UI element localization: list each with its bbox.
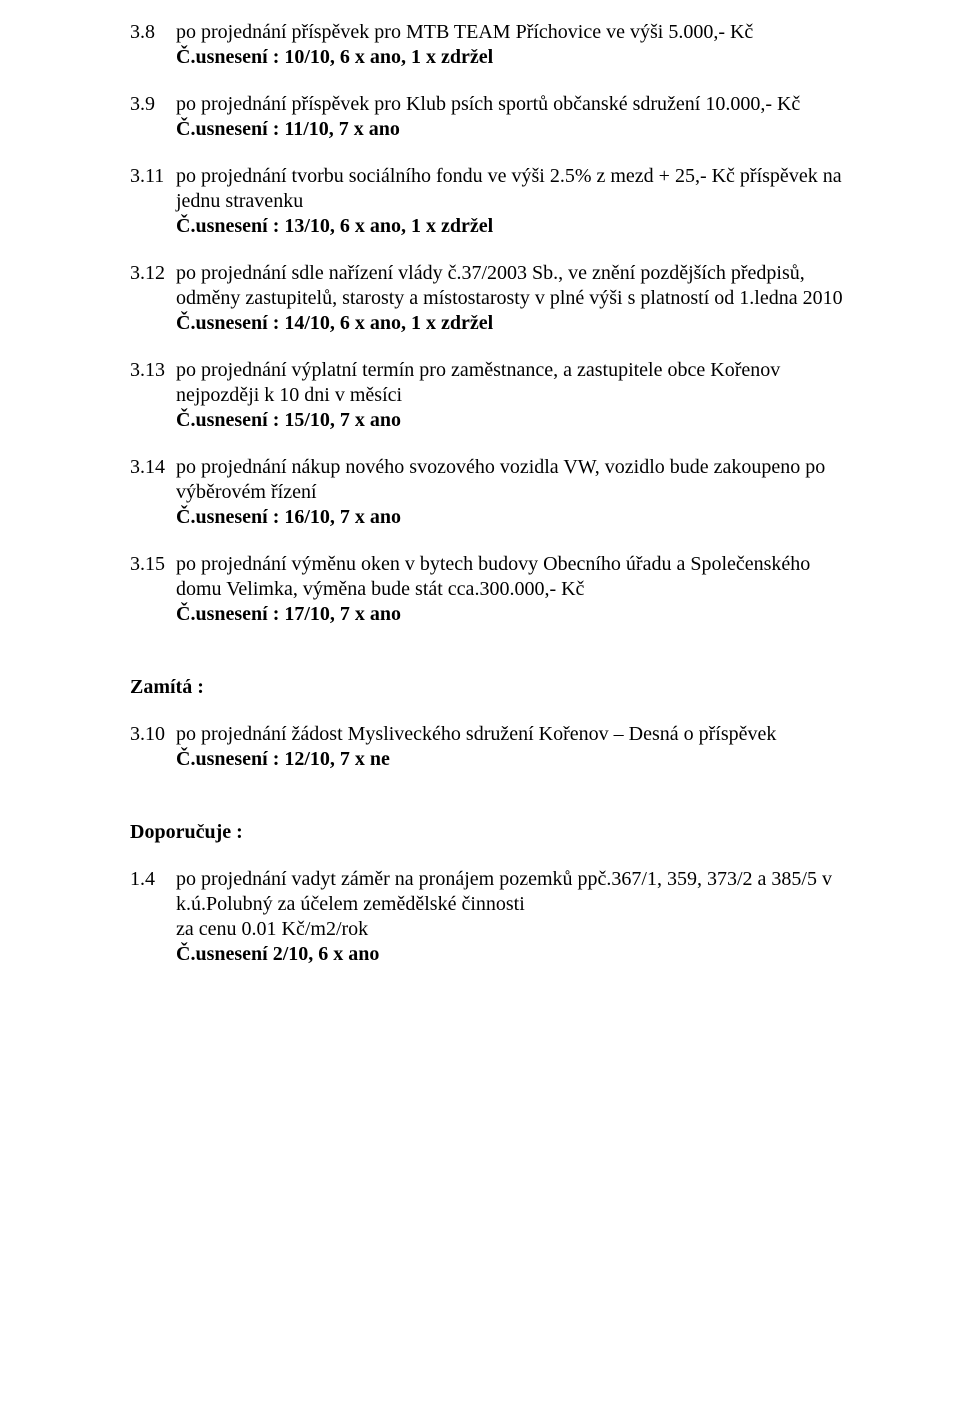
- item-number: 3.15: [130, 552, 176, 627]
- item-body: po projednání žádost Mysliveckého sdruže…: [176, 722, 860, 772]
- list-item: 3.14 po projednání nákup nového svozovéh…: [130, 455, 860, 530]
- list-item: 3.9 po projednání příspěvek pro Klub psí…: [130, 92, 860, 142]
- list-item: 3.10 po projednání žádost Mysliveckého s…: [130, 722, 860, 772]
- list-item: 3.11 po projednání tvorbu sociálního fon…: [130, 164, 860, 239]
- resolution-text: Č.usnesení : 17/10, 7 x ano: [176, 603, 401, 625]
- item-price: za cenu 0.01 Kč/m2/rok: [176, 918, 368, 940]
- item-text: po projednání výplatní termín pro zaměst…: [176, 359, 780, 406]
- item-body: po projednání tvorbu sociálního fondu ve…: [176, 164, 860, 239]
- item-text: po projednání příspěvek pro MTB TEAM Pří…: [176, 21, 753, 43]
- item-text: po projednání žádost Mysliveckého sdruže…: [176, 723, 776, 745]
- item-body: po projednání výměnu oken v bytech budov…: [176, 552, 860, 627]
- resolution-text: Č.usnesení 2/10, 6 x ano: [176, 943, 379, 965]
- section-header-doporucuje: Doporučuje :: [130, 820, 860, 845]
- item-body: po projednání příspěvek pro MTB TEAM Pří…: [176, 20, 860, 70]
- resolution-text: Č.usnesení : 14/10, 6 x ano, 1 x zdržel: [176, 312, 493, 334]
- resolution-text: Č.usnesení : 11/10, 7 x ano: [176, 118, 400, 140]
- list-item: 3.13 po projednání výplatní termín pro z…: [130, 358, 860, 433]
- resolution-text: Č.usnesení : 13/10, 6 x ano, 1 x zdržel: [176, 215, 493, 237]
- item-body: po projednání nákup nového svozového voz…: [176, 455, 860, 530]
- item-text: po projednání nákup nového svozového voz…: [176, 456, 825, 503]
- section-header-zamita: Zamítá :: [130, 675, 860, 700]
- item-text: po projednání příspěvek pro Klub psích s…: [176, 93, 800, 115]
- item-number: 3.10: [130, 722, 176, 772]
- item-text: po projednání vadyt záměr na pronájem po…: [176, 868, 832, 915]
- resolution-text: Č.usnesení : 12/10, 7 x ne: [176, 748, 390, 770]
- item-body: po projednání sdle nařízení vlády č.37/2…: [176, 261, 860, 336]
- item-number: 3.14: [130, 455, 176, 530]
- resolution-text: Č.usnesení : 15/10, 7 x ano: [176, 409, 401, 431]
- item-body: po projednání vadyt záměr na pronájem po…: [176, 867, 860, 967]
- item-number: 3.12: [130, 261, 176, 336]
- resolution-text: Č.usnesení : 10/10, 6 x ano, 1 x zdržel: [176, 46, 493, 68]
- item-text: po projednání výměnu oken v bytech budov…: [176, 553, 810, 600]
- list-item: 3.8 po projednání příspěvek pro MTB TEAM…: [130, 20, 860, 70]
- item-number: 3.8: [130, 20, 176, 70]
- item-body: po projednání příspěvek pro Klub psích s…: [176, 92, 860, 142]
- item-body: po projednání výplatní termín pro zaměst…: [176, 358, 860, 433]
- item-number: 3.11: [130, 164, 176, 239]
- list-item: 1.4 po projednání vadyt záměr na pronáje…: [130, 867, 860, 967]
- item-text: po projednání tvorbu sociálního fondu ve…: [176, 165, 842, 212]
- item-text: po projednání sdle nařízení vlády č.37/2…: [176, 262, 843, 309]
- item-number: 1.4: [130, 867, 176, 967]
- list-item: 3.15 po projednání výměnu oken v bytech …: [130, 552, 860, 627]
- resolution-text: Č.usnesení : 16/10, 7 x ano: [176, 506, 401, 528]
- list-item: 3.12 po projednání sdle nařízení vlády č…: [130, 261, 860, 336]
- item-number: 3.13: [130, 358, 176, 433]
- item-number: 3.9: [130, 92, 176, 142]
